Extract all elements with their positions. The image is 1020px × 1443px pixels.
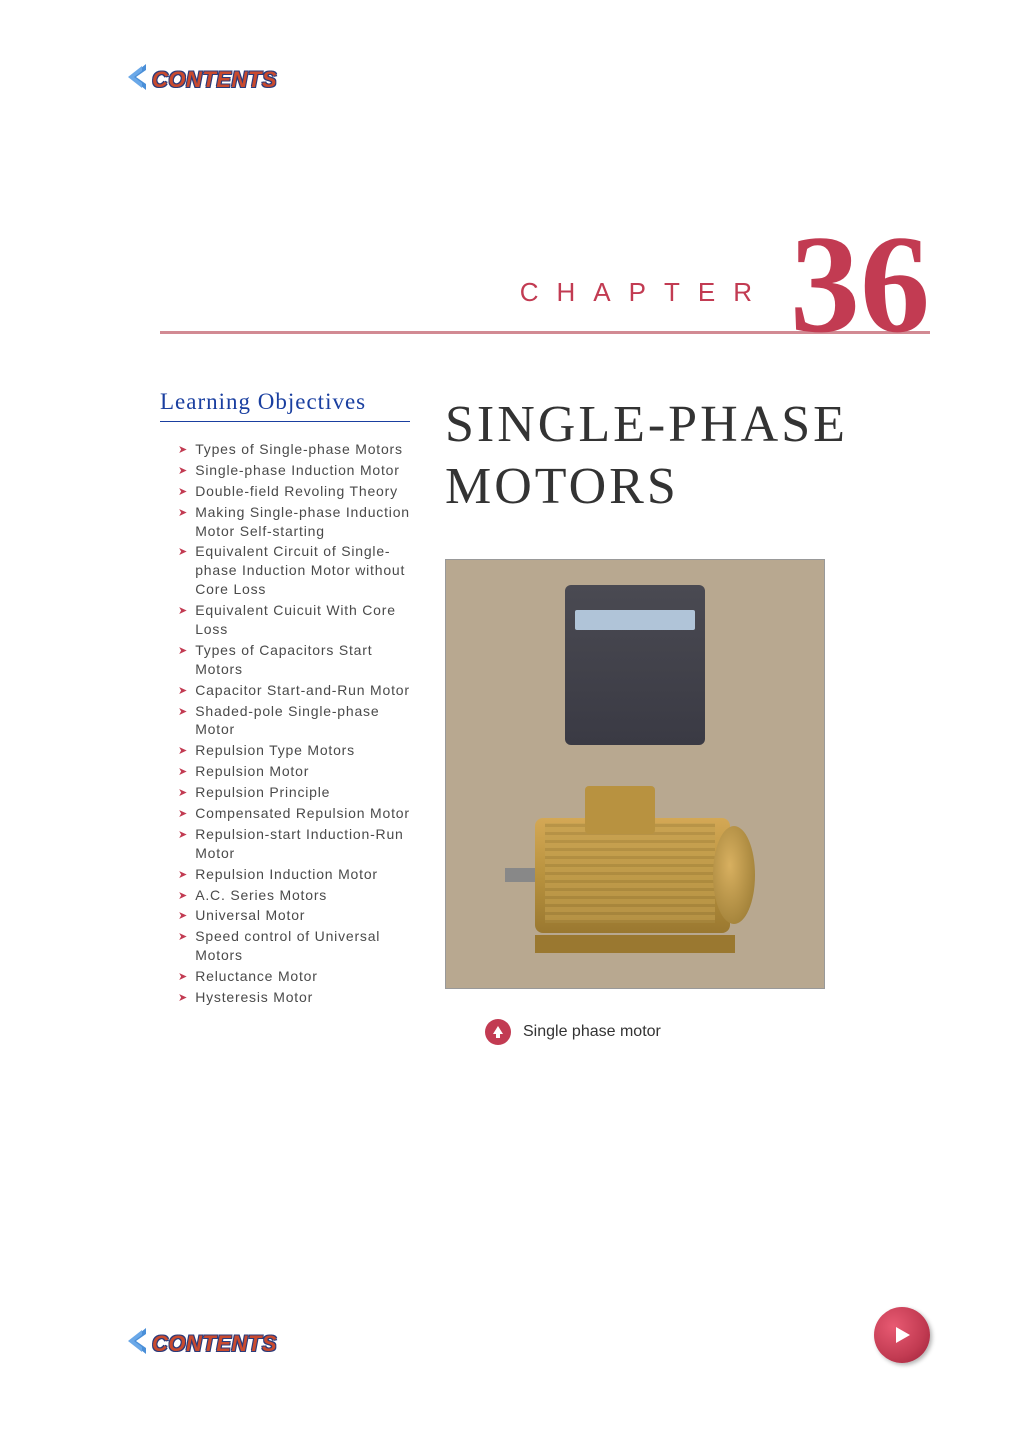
objective-item: ➤ Universal Motor xyxy=(160,906,410,925)
arrow-right-icon: ➤ xyxy=(178,909,187,925)
objective-text: Compensated Repulsion Motor xyxy=(195,804,410,823)
arrow-right-icon: ➤ xyxy=(178,485,187,501)
arrow-right-icon: ➤ xyxy=(178,464,187,480)
objective-item: ➤ Repulsion Principle xyxy=(160,783,410,802)
title-line-1: SINGLE-PHASE xyxy=(445,394,930,456)
objectives-list: ➤ Types of Single-phase Motors ➤ Single-pha… xyxy=(160,440,410,1007)
objective-text: Capacitor Start-and-Run Motor xyxy=(195,681,410,700)
objective-item: ➤Equivalent Cuicuit With Core Loss xyxy=(160,601,410,639)
arrow-right-icon: ➤ xyxy=(178,889,187,905)
objective-text: Hysteresis Motor xyxy=(195,988,313,1007)
objective-item: ➤ Types of Single-phase Motors xyxy=(160,440,410,459)
arrow-right-icon: ➤ xyxy=(178,828,187,863)
objective-text: Repulsion Motor xyxy=(195,762,309,781)
contents-button-bottom[interactable]: CONTENTS xyxy=(120,1324,277,1363)
page-title: SINGLE-PHASE MOTORS xyxy=(445,394,930,519)
objective-text: Repulsion Induction Motor xyxy=(195,865,378,884)
objective-text: Making Single-phase Induction Motor Self… xyxy=(195,503,410,541)
objective-item: ➤Speed control of Universal Motors xyxy=(160,927,410,965)
arrow-right-icon: ➤ xyxy=(178,807,187,823)
arrow-right-icon: ➤ xyxy=(178,443,187,459)
objective-item: ➤ Double-field Revoling Theory xyxy=(160,482,410,501)
objective-item: ➤ Repulsion Induction Motor xyxy=(160,865,410,884)
objective-item: ➤ Repulsion Motor xyxy=(160,762,410,781)
objective-item: ➤Equivalent Circuit of Single-phase Indu… xyxy=(160,542,410,599)
arrow-right-icon: ➤ xyxy=(178,705,187,740)
play-icon xyxy=(891,1324,913,1346)
objective-item: ➤Shaded-pole Single-phase Motor xyxy=(160,702,410,740)
arrow-right-icon: ➤ xyxy=(178,545,187,599)
arrow-right-icon: ➤ xyxy=(178,644,187,679)
objectives-heading: Learning Objectives xyxy=(160,389,410,422)
contents-button-top[interactable]: CONTENTS xyxy=(120,60,277,99)
learning-objectives-panel: Learning Objectives ➤ Types of Single-pha… xyxy=(160,389,410,1045)
arrow-right-icon: ➤ xyxy=(178,765,187,781)
arrow-right-icon: ➤ xyxy=(178,868,187,884)
objective-text: Speed control of Universal Motors xyxy=(195,927,410,965)
objective-item: ➤ Capacitor Start-and-Run Motor xyxy=(160,681,410,700)
arrow-right-icon: ➤ xyxy=(178,744,187,760)
objective-item: ➤Making Single-phase Induction Motor Sel… xyxy=(160,503,410,541)
title-line-2: MOTORS xyxy=(445,456,930,518)
objective-text: Types of Single-phase Motors xyxy=(195,440,403,459)
arrow-right-icon: ➤ xyxy=(178,991,187,1007)
objective-item: ➤ A.C. Series Motors xyxy=(160,886,410,905)
objective-item: ➤ Single-phase Induction Motor xyxy=(160,461,410,480)
objective-item: ➤Repulsion-start Induction-Run Motor xyxy=(160,825,410,863)
objective-text: Repulsion-start Induction-Run Motor xyxy=(195,825,410,863)
arrow-right-icon: ➤ xyxy=(178,506,187,541)
objective-text: Shaded-pole Single-phase Motor xyxy=(195,702,410,740)
contents-label: CONTENTS xyxy=(152,1331,277,1357)
caption-bullet-icon xyxy=(485,1019,511,1045)
objective-item: ➤ Repulsion Type Motors xyxy=(160,741,410,760)
content-row: Learning Objectives ➤ Types of Single-pha… xyxy=(160,389,930,1045)
chevron-left-icon xyxy=(120,60,154,99)
arrow-right-icon: ➤ xyxy=(178,604,187,639)
objective-text: Equivalent Circuit of Single-phase Induc… xyxy=(195,542,410,599)
objective-item: ➤ Compensated Repulsion Motor xyxy=(160,804,410,823)
arrow-right-icon: ➤ xyxy=(178,930,187,965)
contents-label: CONTENTS xyxy=(152,67,277,93)
objective-text: Repulsion Type Motors xyxy=(195,741,355,760)
objective-text: Single-phase Induction Motor xyxy=(195,461,400,480)
objective-item: ➤Types of Capacitors Start Motors xyxy=(160,641,410,679)
figure-caption-row: Single phase motor xyxy=(485,1019,930,1045)
arrow-right-icon: ➤ xyxy=(178,684,187,700)
objective-text: Repulsion Principle xyxy=(195,783,330,802)
chapter-header: CHAPTER 36 xyxy=(160,219,930,334)
objective-item: ➤ Reluctance Motor xyxy=(160,967,410,986)
objective-text: Double-field Revoling Theory xyxy=(195,482,398,501)
objective-text: A.C. Series Motors xyxy=(195,886,327,905)
next-page-button[interactable] xyxy=(874,1307,930,1363)
arrow-right-icon: ➤ xyxy=(178,786,187,802)
main-content: SINGLE-PHASE MOTORS Single phase motor xyxy=(445,389,930,1045)
chevron-left-icon xyxy=(120,1324,154,1363)
chapter-label: CHAPTER xyxy=(520,277,770,308)
arrow-right-icon: ➤ xyxy=(178,970,187,986)
chapter-number: 36 xyxy=(790,229,930,341)
objective-item: ➤ Hysteresis Motor xyxy=(160,988,410,1007)
objective-text: Reluctance Motor xyxy=(195,967,318,986)
objective-text: Equivalent Cuicuit With Core Loss xyxy=(195,601,410,639)
objective-text: Types of Capacitors Start Motors xyxy=(195,641,410,679)
motor-figure-image xyxy=(445,559,825,989)
objective-text: Universal Motor xyxy=(195,906,305,925)
figure-caption: Single phase motor xyxy=(523,1023,661,1041)
